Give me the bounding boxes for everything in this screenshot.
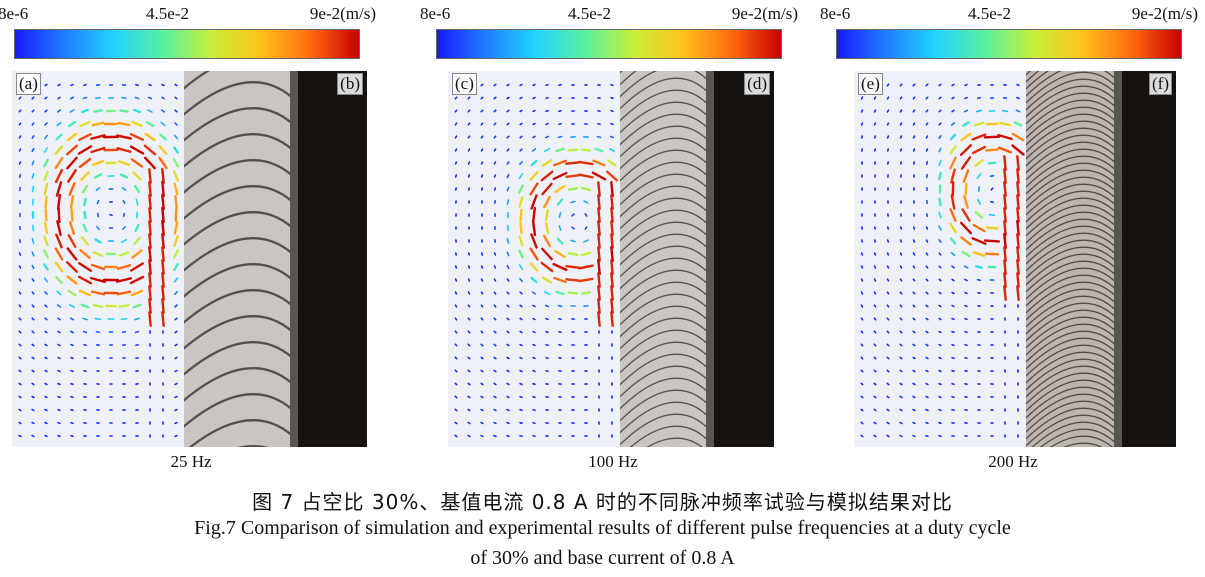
- figure-group-100hz: 8e-6 4.5e-2 9e-2(m/s) (c) (d) 100 Hz: [420, 0, 798, 471]
- frequency-label: 100 Hz: [588, 452, 638, 471]
- panel-label-c: (c): [452, 73, 477, 95]
- simulation-panel-e: (e): [854, 71, 1026, 447]
- colorbar-labels: 8e-6 4.5e-2 9e-2(m/s): [820, 4, 1198, 26]
- figure-caption-english-line2: of 30% and base current of 0.8 A: [470, 547, 735, 569]
- experiment-photo-d: (d): [620, 71, 774, 447]
- velocity-colorbar: [836, 29, 1182, 59]
- colorbar-min-label: 8e-6: [0, 4, 29, 23]
- colorbar-labels: 8e-6 4.5e-2 9e-2(m/s): [420, 4, 798, 26]
- velocity-vector-field: [454, 83, 619, 438]
- figure-caption-chinese: 图 7 占空比 30%、基值电流 0.8 A 时的不同脉冲频率试验与模拟结果对比: [252, 490, 953, 514]
- experiment-photo-f: (f): [1026, 71, 1176, 447]
- velocity-colorbar: [436, 29, 782, 59]
- figure-group-200hz: 8e-6 4.5e-2 9e-2(m/s) (e) (f) 200 Hz: [820, 0, 1198, 471]
- panel-label-a: (a): [16, 73, 41, 95]
- figure-group-25hz: 8e-6 4.5e-2 9e-2(m/s) (a) (b) 25 Hz: [0, 0, 376, 471]
- velocity-colorbar: [14, 29, 360, 59]
- weld-bead-photo: [620, 71, 774, 447]
- panel-label-d: (d): [744, 73, 770, 95]
- colorbar-max-label: 9e-2(m/s): [731, 4, 798, 23]
- colorbar-min-label: 8e-6: [820, 4, 851, 23]
- colorbar-max-label: 9e-2(m/s): [309, 4, 376, 23]
- weld-bead-photo: [1026, 71, 1176, 447]
- simulation-panel-a: (a): [12, 71, 184, 447]
- colorbar-mid-label: 4.5e-2: [568, 4, 611, 23]
- colorbar-mid-label: 4.5e-2: [968, 4, 1011, 23]
- figure-caption-english-line1: Fig.7 Comparison of simulation and exper…: [194, 517, 1011, 539]
- colorbar-labels: 8e-6 4.5e-2 9e-2(m/s): [0, 4, 376, 26]
- velocity-vector-field: [18, 83, 180, 438]
- panel-label-e: (e): [858, 73, 883, 95]
- experiment-photo-b: (b): [184, 71, 367, 447]
- simulation-panel-c: (c): [448, 71, 620, 447]
- velocity-vector-field: [860, 83, 1025, 438]
- panel-label-b: (b): [337, 73, 363, 95]
- frequency-label: 200 Hz: [988, 452, 1038, 471]
- colorbar-mid-label: 4.5e-2: [146, 4, 189, 23]
- panel-label-f: (f): [1149, 73, 1172, 95]
- colorbar-max-label: 9e-2(m/s): [1131, 4, 1198, 23]
- frequency-label: 25 Hz: [170, 452, 212, 471]
- colorbar-min-label: 8e-6: [420, 4, 451, 23]
- weld-bead-photo: [184, 71, 367, 447]
